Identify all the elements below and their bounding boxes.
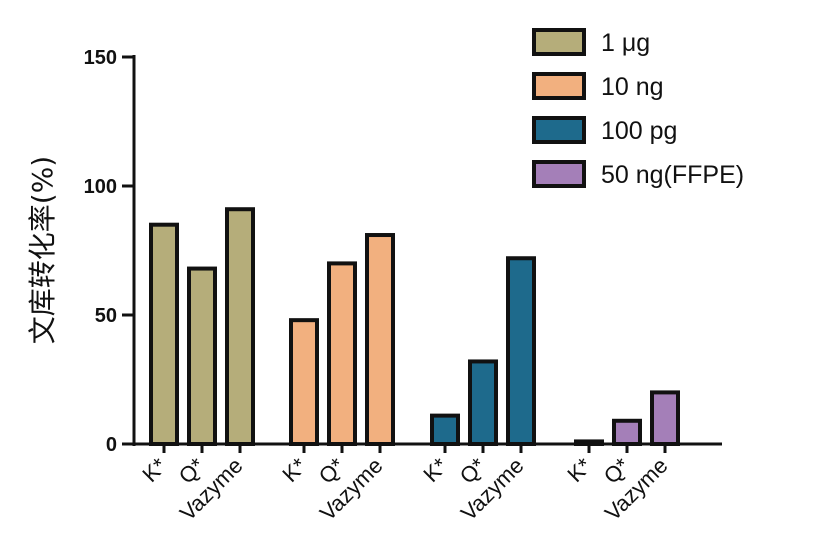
- bar: [574, 439, 604, 447]
- legend-label: 10 ng: [601, 73, 664, 101]
- bar: [149, 222, 179, 446]
- category-labels: K* Q*Vazyme K* Q*Vazyme K* Q*Vazyme K* Q*Vazyme: [137, 453, 672, 526]
- y-tick-label: 0: [106, 434, 117, 456]
- legend-swatch: [532, 116, 586, 144]
- bar: [225, 207, 255, 446]
- legend-label: 1 μg: [601, 29, 650, 57]
- legend-label: 50 ng(FFPE): [601, 161, 744, 189]
- bar: [506, 256, 536, 446]
- x-tick-label: K*: [277, 453, 311, 487]
- bars: [149, 207, 680, 447]
- bar: [289, 318, 319, 446]
- y-axis-label: 文库转化率(%): [26, 156, 59, 344]
- y-tick-label: 50: [95, 305, 117, 327]
- legend: 1 μg 10 ng 100 pg 50 ng(FFPE): [532, 28, 744, 189]
- y-axis: 0 50 100 150: [84, 47, 136, 456]
- bar: [430, 413, 460, 446]
- legend-label: 100 pg: [601, 117, 677, 145]
- legend-swatch: [532, 160, 586, 188]
- y-tick-label: 100: [84, 176, 117, 198]
- bar: [187, 266, 217, 446]
- x-tick-label: K*: [562, 453, 596, 487]
- bar: [327, 261, 357, 446]
- bar: [650, 390, 680, 446]
- legend-swatch: [532, 28, 586, 56]
- bar: [365, 233, 395, 446]
- y-tick-label: 150: [84, 47, 117, 69]
- legend-swatch: [532, 72, 586, 100]
- bar: [612, 418, 642, 446]
- bar: [468, 359, 498, 446]
- x-tick-label: K*: [418, 453, 452, 487]
- x-tick-label: K*: [137, 453, 171, 487]
